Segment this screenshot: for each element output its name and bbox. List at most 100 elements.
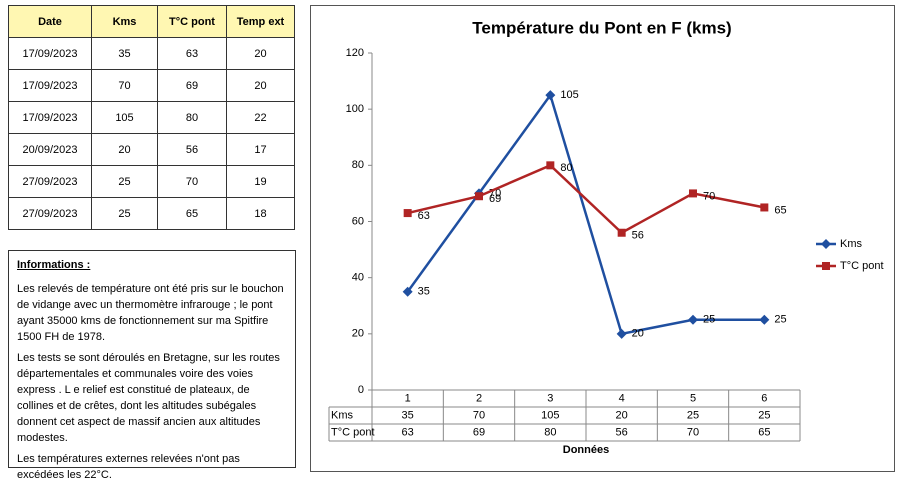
data-label: 35 (418, 286, 430, 298)
table-value: 35 (402, 409, 414, 421)
data-label: 20 (632, 328, 644, 340)
table-cell: 70 (157, 165, 227, 198)
x-tick-label: 4 (619, 392, 625, 404)
data-label: 80 (560, 162, 572, 174)
marker (616, 328, 627, 339)
x-tick-label: 1 (405, 392, 411, 404)
legend-label: T°C pont (840, 260, 884, 272)
table-cell: 20 (91, 133, 158, 166)
table-cell: 20 (226, 69, 295, 102)
chart-title: Température du Pont en F (kms) (472, 18, 731, 37)
table-value: 105 (541, 409, 559, 421)
y-tick-label: 0 (358, 384, 364, 396)
table-value: 25 (758, 409, 770, 421)
x-tick-label: 6 (761, 392, 767, 404)
table-value: 65 (758, 426, 770, 438)
table-series-name: T°C pont (331, 426, 375, 438)
table-cell: 18 (226, 197, 295, 230)
y-tick-label: 120 (346, 47, 364, 59)
table-cell: 70 (91, 69, 158, 102)
table-cell: 20/09/2023 (8, 133, 92, 166)
table-cell: 17/09/2023 (8, 37, 92, 70)
marker (402, 286, 413, 297)
data-label: 63 (418, 210, 430, 222)
table-value: 63 (402, 426, 414, 438)
info-box: Informations : Les relevés de température… (8, 250, 296, 481)
table-cell: 20 (226, 37, 295, 70)
marker (760, 203, 769, 212)
x-tick-label: 2 (476, 392, 482, 404)
series-line (407, 163, 765, 235)
x-tick-label: 3 (547, 392, 553, 404)
table-value: 70 (687, 426, 699, 438)
info-paragraph: Les relevés de température ont été pris … (17, 283, 284, 343)
header-cell: Kms (91, 5, 158, 38)
table-cell: 105 (91, 101, 158, 134)
y-tick-label: 60 (352, 215, 364, 227)
table-cell: 27/09/2023 (8, 197, 92, 230)
header-cell: T°C pont (157, 5, 227, 38)
table-cell: 22 (226, 101, 295, 134)
data-label: 105 (560, 89, 578, 101)
table-row: 17/09/2023 70 69 20 (8, 69, 295, 102)
data-label: 65 (774, 204, 786, 216)
y-tick-label: 40 (352, 272, 364, 284)
table-value: 25 (687, 409, 699, 421)
chart: Température du Pont en F (kms) 0 20 40 60 80… (310, 5, 895, 472)
table-value: 80 (544, 426, 556, 438)
table-cell: 27/09/2023 (8, 165, 92, 198)
table-cell: 17 (226, 133, 295, 166)
data-label: 25 (774, 314, 786, 326)
marker (822, 262, 830, 270)
data-label: 25 (703, 314, 715, 326)
data-label: 56 (632, 230, 644, 242)
table-value: 70 (473, 409, 485, 421)
info-title: Informations : (17, 259, 91, 271)
x-tick-label: 5 (690, 392, 696, 404)
table-row: 20/09/2023 20 56 17 (8, 133, 295, 166)
table-cell: 17/09/2023 (8, 101, 92, 134)
header-cell: Date (8, 5, 92, 38)
header-cell: Temp ext (226, 5, 295, 38)
y-tick-label: 20 (352, 328, 364, 340)
info-paragraph: Les températures externes relevées n'ont… (17, 453, 240, 481)
marker (475, 192, 483, 201)
x-axis-title: Données (563, 444, 609, 456)
table-cell: 69 (157, 69, 227, 102)
table-row: 17/09/2023 105 80 22 (8, 101, 295, 134)
table-cell: 19 (226, 165, 295, 198)
table-series-name: Kms (331, 409, 354, 421)
legend-label: Kms (840, 238, 863, 250)
marker (689, 189, 697, 198)
table-row: 17/09/2023 35 63 20 (8, 37, 295, 70)
marker (759, 314, 770, 325)
marker (617, 228, 626, 237)
info-paragraph: Les tests se sont déroulés en Bretagne, … (17, 352, 280, 444)
table-cell: 56 (157, 133, 227, 166)
table-value: 69 (473, 426, 485, 438)
table-cell: 35 (91, 37, 158, 70)
table-cell: 80 (157, 101, 227, 134)
table-cell: 17/09/2023 (8, 69, 92, 102)
y-tick-label: 80 (352, 159, 364, 171)
data-label: 69 (489, 193, 501, 205)
header-row: Date Kms T°C pont Temp ext (8, 5, 295, 38)
marker (821, 239, 831, 249)
marker (403, 209, 412, 218)
table-cell: 63 (157, 37, 227, 70)
y-tick-label: 100 (346, 103, 364, 115)
table-cell: 25 (91, 165, 158, 198)
series-line (406, 92, 765, 336)
table-cell: 25 (91, 197, 158, 230)
table-row: 27/09/2023 25 65 18 (8, 197, 295, 230)
data-label: 70 (703, 190, 715, 202)
data-table: Date Kms T°C pont Temp ext 17/09/2023 35 63 20 1… (8, 5, 295, 230)
table-cell: 65 (157, 197, 227, 230)
table-value: 20 (616, 409, 628, 421)
marker (546, 161, 555, 170)
marker (545, 90, 556, 101)
table-row: 27/09/2023 25 70 19 (8, 165, 295, 198)
table-value: 56 (616, 426, 628, 438)
marker (688, 314, 698, 325)
